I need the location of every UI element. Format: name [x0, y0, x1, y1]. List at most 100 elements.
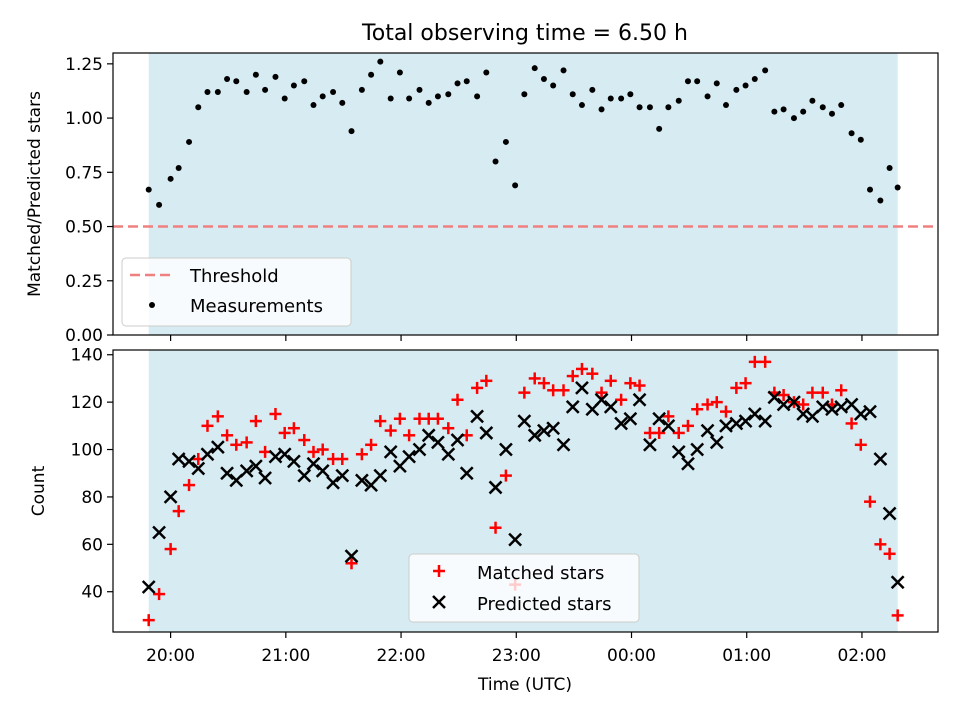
predicted-star-point	[556, 437, 571, 452]
measurement-point	[636, 104, 643, 111]
predicted-star-point	[776, 397, 791, 412]
predicted-star-point	[354, 473, 369, 488]
measurement-point	[675, 97, 682, 104]
matched-star-point	[864, 495, 877, 508]
matched-star-point	[633, 379, 646, 392]
measurement-point	[894, 184, 901, 191]
predicted-star-point	[709, 435, 724, 450]
measurement-point	[540, 76, 547, 83]
bottom-axes-frame	[112, 349, 939, 633]
matched-star-point	[336, 453, 349, 466]
predicted-star-point	[431, 435, 445, 450]
predicted-star-point	[643, 437, 657, 452]
measurement-point	[598, 106, 605, 113]
predicted-star-point	[326, 475, 340, 490]
measurement-point	[214, 89, 221, 96]
measurement-point	[492, 158, 499, 165]
measurement-point	[550, 82, 557, 89]
matched-star-point	[547, 384, 560, 397]
predicted-star-point	[882, 506, 897, 521]
matched-star-point	[854, 438, 867, 451]
bottom-legend: Matched stars Predicted stars	[408, 553, 640, 623]
matched-star-point	[442, 422, 455, 435]
legend-matched-label: Matched stars	[477, 563, 604, 584]
measurement-point	[233, 78, 240, 85]
matched-star-point	[586, 367, 599, 380]
measurement-point	[483, 69, 490, 76]
predicted-star-point	[402, 449, 417, 464]
matched-star-point	[278, 426, 291, 439]
bottom-y-tick-label: 120	[71, 393, 103, 413]
predicted-star-point	[479, 426, 494, 440]
matched-star-point	[835, 384, 848, 397]
top-y-tick-label: 0.00	[65, 326, 103, 346]
matched-star-point	[345, 557, 358, 570]
matched-star-point	[604, 374, 617, 387]
legend-predicted-swatch	[432, 595, 446, 609]
matched-star-point	[240, 436, 253, 449]
top-y-tick-label: 1.00	[65, 109, 103, 129]
predicted-star-point	[450, 433, 465, 447]
predicted-star-point	[239, 463, 254, 478]
matched-star-point	[518, 386, 531, 399]
measurement-point	[656, 125, 663, 132]
x-tick-label: 23:00	[492, 646, 541, 666]
predicted-star-point	[297, 468, 312, 483]
matched-star-point	[471, 381, 484, 394]
matched-star-point	[528, 372, 541, 385]
predicted-star-point	[344, 549, 359, 564]
measurement-point	[262, 86, 269, 93]
matched-star-point	[201, 419, 214, 432]
top-y-tick-label: 0.75	[65, 163, 103, 183]
measurement-point	[377, 58, 384, 65]
matched-star-point	[701, 398, 714, 411]
matched-star-point	[662, 410, 675, 423]
measurement-point	[646, 104, 653, 111]
predicted-star-point	[747, 407, 762, 421]
predicted-star-point	[182, 454, 196, 469]
measurement-point	[713, 80, 720, 87]
measurement-point	[474, 93, 481, 100]
predicted-star-point	[287, 454, 301, 469]
measurement-point	[733, 86, 740, 93]
measurement-point	[694, 78, 701, 85]
predicted-star-point	[383, 445, 398, 459]
predicted-star-point	[152, 525, 166, 540]
measurement-point	[463, 78, 470, 85]
measurement-point	[502, 138, 509, 145]
top-legend-box	[121, 257, 352, 327]
matched-star-point	[537, 377, 550, 390]
measurement-point	[145, 186, 152, 193]
predicted-star-point	[258, 471, 272, 485]
measurement-point	[722, 102, 729, 109]
bottom-y-axis-label: Count	[29, 465, 49, 516]
matched-star-point	[403, 429, 416, 442]
matched-star-point	[797, 398, 810, 411]
matched-star-point	[816, 386, 829, 399]
measurement-point	[330, 89, 337, 96]
predicted-star-point	[210, 440, 225, 455]
measurement-point	[578, 102, 585, 109]
measurement-point	[589, 86, 596, 93]
predicted-star-point	[441, 447, 456, 462]
measurement-point	[175, 164, 182, 171]
legend-predicted-label: Predicted stars	[477, 594, 611, 615]
matched-star-point	[164, 543, 177, 556]
predicted-star-point	[758, 414, 773, 428]
predicted-star-point	[277, 447, 292, 462]
matched-star-point	[710, 396, 723, 409]
matched-star-point	[298, 434, 311, 447]
matched-star-point	[691, 403, 704, 416]
predicted-star-point	[890, 575, 905, 590]
predicted-star-point	[200, 447, 215, 462]
predicted-star-point	[671, 445, 686, 459]
bottom-y-tick-label: 100	[71, 441, 103, 461]
matched-star-point	[557, 384, 570, 397]
predicted-star-point	[652, 411, 667, 426]
measurement-point	[387, 95, 394, 102]
predicted-star-point	[787, 395, 801, 410]
x-tick-label: 02:00	[837, 646, 886, 666]
matched-star-point	[172, 505, 185, 518]
bottom-axes: 40 60 80 100 120 140 20:00 21:00 22:00 23:00 00:0…	[29, 346, 939, 695]
